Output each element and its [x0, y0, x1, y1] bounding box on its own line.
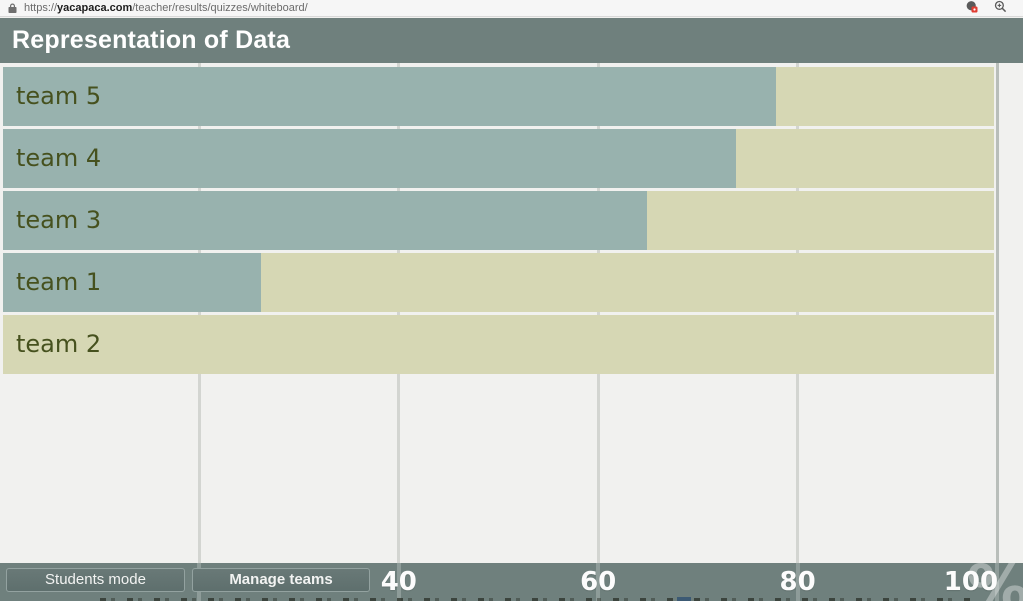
url-text[interactable]: https://yacapaca.com/teacher/results/qui…	[24, 0, 308, 17]
bar-track	[3, 253, 994, 312]
browser-address-bar[interactable]: https://yacapaca.com/teacher/results/qui…	[0, 0, 1023, 17]
bar-label: team 5	[16, 82, 102, 110]
students-mode-button[interactable]: Students mode	[6, 568, 185, 592]
bar-label: team 1	[16, 268, 102, 296]
bar-track	[3, 191, 994, 250]
lock-icon	[8, 3, 17, 14]
bar-row[interactable]: team 5	[3, 67, 994, 126]
clipped-bottom-content	[100, 598, 970, 601]
footer-toolbar: 40 60 80 100 Students mode Manage teams %	[0, 551, 1023, 601]
gridline-60	[596, 63, 600, 563]
bar-row[interactable]: team 3	[3, 191, 994, 250]
bar-fill	[3, 67, 776, 126]
manage-teams-button[interactable]: Manage teams	[192, 568, 370, 592]
x-tick-label-40: 40	[380, 567, 417, 597]
gridline-100	[995, 63, 999, 563]
bar-label: team 4	[16, 144, 102, 172]
content-blocker-badge-icon[interactable]	[965, 0, 978, 18]
footer-gridline-40	[396, 563, 401, 601]
bar-fill	[3, 253, 261, 312]
url-scheme: https://	[24, 1, 58, 14]
bar-row[interactable]: team 4	[3, 129, 994, 188]
footer-gridline-60	[596, 563, 601, 601]
bar-fill	[3, 129, 737, 188]
bar-label: team 3	[16, 206, 102, 234]
clipped-bottom-mark	[677, 597, 691, 601]
x-tick-label-100: 100	[943, 567, 999, 597]
gridline-20	[197, 63, 201, 563]
x-tick-label-60: 60	[580, 567, 617, 597]
gridline-80	[796, 63, 800, 563]
bar-label: team 2	[16, 330, 102, 358]
footer-gridline-80	[795, 563, 800, 601]
zoom-in-icon[interactable]	[994, 0, 1007, 18]
bar-chart: team 5 team 4 team 3 team 1 team 2	[0, 63, 1023, 563]
url-path: /teacher/results/quizzes/whiteboard/	[132, 1, 308, 14]
gridline-40	[397, 63, 401, 563]
bar-track	[3, 129, 994, 188]
bar-row[interactable]: team 1	[3, 253, 994, 312]
footer-gridline-100	[995, 563, 999, 601]
x-tick-label-80: 80	[779, 567, 816, 597]
bar-track	[3, 315, 994, 374]
bar-fill	[3, 191, 648, 250]
bar-row[interactable]: team 2	[3, 315, 994, 374]
page-header: Representation of Data	[0, 18, 1023, 63]
page-title: Representation of Data	[12, 26, 291, 54]
bar-track	[3, 67, 994, 126]
url-domain: yacapaca.com	[57, 1, 133, 14]
